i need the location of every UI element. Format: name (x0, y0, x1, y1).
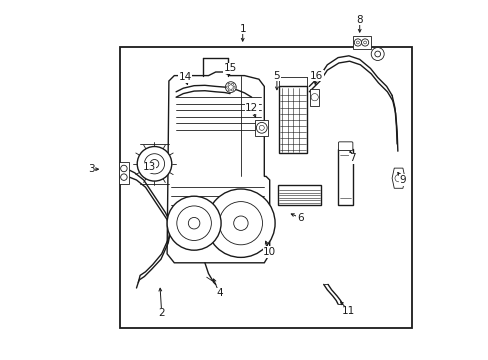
Circle shape (370, 48, 384, 60)
Circle shape (167, 196, 221, 250)
Circle shape (206, 189, 275, 257)
Bar (352, 36, 370, 49)
Text: 16: 16 (309, 71, 323, 81)
Text: 12: 12 (244, 103, 258, 113)
Text: 9: 9 (399, 175, 406, 185)
Bar (120, 47, 411, 328)
Text: 1: 1 (239, 24, 245, 34)
Bar (119, 162, 128, 184)
Text: 6: 6 (296, 213, 303, 223)
Text: 10: 10 (263, 247, 276, 257)
Polygon shape (391, 168, 404, 188)
Text: 3: 3 (88, 164, 95, 174)
Text: 15: 15 (223, 63, 236, 73)
Text: 5: 5 (273, 71, 280, 81)
Text: 8: 8 (356, 15, 362, 25)
FancyBboxPatch shape (338, 142, 352, 150)
Circle shape (361, 39, 368, 46)
Bar (278, 86, 307, 153)
Circle shape (354, 39, 361, 46)
Text: 14: 14 (178, 72, 191, 82)
Text: 2: 2 (158, 308, 164, 318)
Text: 4: 4 (216, 288, 222, 298)
Bar (337, 149, 352, 205)
Bar (310, 89, 318, 106)
Text: 13: 13 (142, 162, 155, 172)
Polygon shape (167, 72, 269, 263)
Circle shape (137, 147, 171, 181)
Text: 11: 11 (342, 306, 355, 316)
Circle shape (225, 82, 236, 93)
Bar (255, 120, 268, 136)
Bar (277, 185, 321, 205)
Text: 7: 7 (348, 153, 355, 163)
